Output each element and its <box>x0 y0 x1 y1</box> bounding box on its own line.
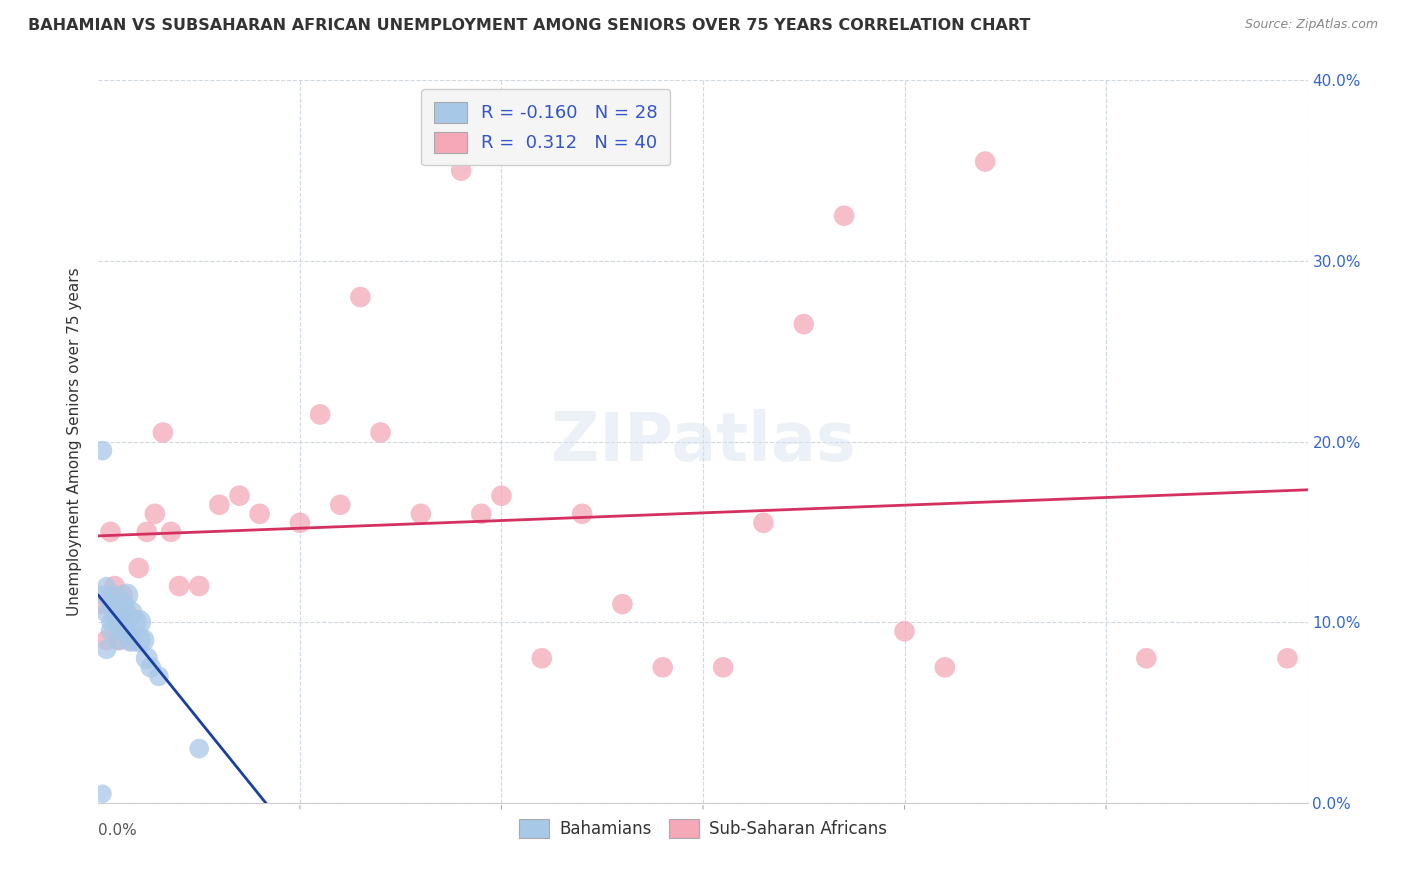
Point <box>100 597 122 611</box>
Point <box>124 615 146 630</box>
Point <box>143 507 166 521</box>
Point <box>160 524 183 539</box>
Point <box>651 660 673 674</box>
Point <box>120 633 142 648</box>
Point <box>530 651 553 665</box>
Point <box>832 209 855 223</box>
Point <box>752 516 775 530</box>
Point <box>329 498 352 512</box>
Point <box>249 507 271 521</box>
Point <box>309 408 332 422</box>
Point <box>96 642 118 657</box>
Point <box>103 588 125 602</box>
Point <box>135 651 157 665</box>
Y-axis label: Unemployment Among Seniors over 75 years: Unemployment Among Seniors over 75 years <box>67 268 83 615</box>
Point <box>1277 651 1299 665</box>
Point <box>188 579 211 593</box>
Point <box>934 660 956 674</box>
Point <box>152 425 174 440</box>
Point <box>91 787 114 801</box>
Point <box>132 633 155 648</box>
Point <box>188 741 211 756</box>
Point <box>208 498 231 512</box>
Point <box>370 425 392 440</box>
Point <box>107 633 129 648</box>
Point <box>135 524 157 539</box>
Point <box>100 524 122 539</box>
Point <box>128 561 150 575</box>
Point <box>111 588 134 602</box>
Point <box>349 290 371 304</box>
Point <box>100 624 122 639</box>
Point <box>128 633 150 648</box>
Point <box>103 579 125 593</box>
Point <box>128 615 150 630</box>
Legend: Bahamians, Sub-Saharan Africans: Bahamians, Sub-Saharan Africans <box>513 813 893 845</box>
Point <box>91 597 114 611</box>
Point <box>115 588 138 602</box>
Point <box>612 597 634 611</box>
Point <box>103 606 125 620</box>
Point <box>96 633 118 648</box>
Point <box>115 606 138 620</box>
Point <box>120 606 142 620</box>
Point <box>711 660 734 674</box>
Point <box>91 588 114 602</box>
Text: ZIPatlas: ZIPatlas <box>551 409 855 475</box>
Text: BAHAMIAN VS SUBSAHARAN AFRICAN UNEMPLOYMENT AMONG SENIORS OVER 75 YEARS CORRELAT: BAHAMIAN VS SUBSAHARAN AFRICAN UNEMPLOYM… <box>28 18 1031 33</box>
Point <box>111 597 134 611</box>
Point <box>96 606 118 620</box>
Point <box>107 633 129 648</box>
Point <box>974 154 997 169</box>
Point <box>571 507 593 521</box>
Point <box>1135 651 1157 665</box>
Point <box>91 443 114 458</box>
Point <box>115 624 138 639</box>
Point <box>893 624 915 639</box>
Point <box>111 615 134 630</box>
Point <box>96 579 118 593</box>
Point <box>288 516 311 530</box>
Point <box>491 489 513 503</box>
Point <box>409 507 432 521</box>
Point <box>120 633 142 648</box>
Point <box>167 579 190 593</box>
Point <box>470 507 492 521</box>
Point <box>139 660 162 674</box>
Text: Source: ZipAtlas.com: Source: ZipAtlas.com <box>1244 18 1378 31</box>
Point <box>107 606 129 620</box>
Text: 0.0%: 0.0% <box>98 823 138 838</box>
Point <box>228 489 250 503</box>
Point <box>450 163 472 178</box>
Point <box>107 615 129 630</box>
Point <box>793 317 815 331</box>
Point <box>100 615 122 630</box>
Point <box>148 669 170 683</box>
